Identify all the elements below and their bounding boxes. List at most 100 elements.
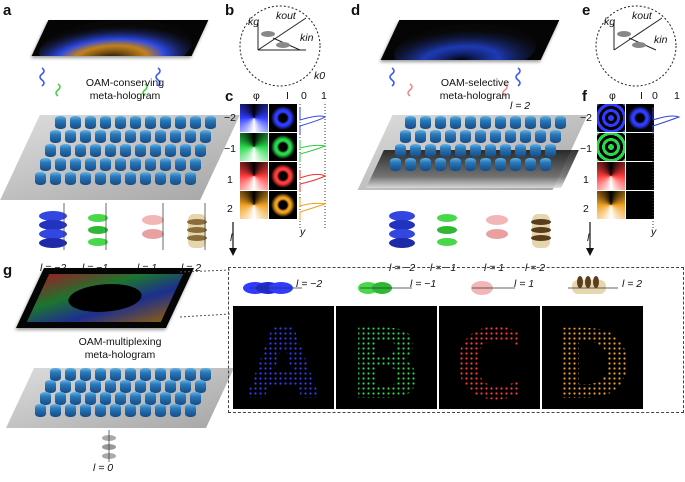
- intensity-map-cell: [269, 162, 297, 190]
- nanopillar: [160, 116, 171, 129]
- nanopillar: [90, 380, 101, 393]
- letter-image-1: A: [246, 309, 320, 409]
- nanopillar: [205, 116, 216, 129]
- nanopillar: [485, 144, 496, 157]
- nanopillar: [175, 116, 186, 129]
- nanopillar: [35, 172, 46, 185]
- nanopillar: [110, 130, 121, 143]
- row-label-f-1: −2: [580, 112, 592, 124]
- nanopillar: [525, 116, 536, 129]
- nanopillar: [155, 130, 166, 143]
- nanopillar: [35, 404, 46, 417]
- nanopillar: [125, 404, 136, 417]
- nanopillar: [535, 130, 546, 143]
- reconstructed-letter-tile-2: B: [336, 306, 437, 409]
- mode-label-g-3: l = 1: [514, 278, 535, 290]
- nanopillar: [510, 158, 521, 171]
- nanopillar: [400, 130, 411, 143]
- kspace-kg-e: kg: [604, 16, 616, 28]
- incident-beams-a: [39, 67, 161, 97]
- kspace-kout-b: kout: [276, 10, 296, 22]
- nanopillar: [525, 158, 536, 171]
- nanopillar: [455, 144, 466, 157]
- nanopillar: [60, 144, 71, 157]
- hologram-label-d: OAM-selective meta-hologram: [439, 77, 511, 102]
- nanopillar: [155, 172, 166, 185]
- helix-pink-icon: [486, 215, 508, 239]
- nanopillar: [390, 158, 401, 171]
- mode-label-d-3: l = 1: [484, 262, 505, 274]
- nanopillar: [115, 392, 126, 405]
- nanopillar: [130, 116, 141, 129]
- nanopillar: [50, 368, 61, 381]
- nanopillar: [430, 130, 441, 143]
- nanopillar: [185, 130, 196, 143]
- reconstructed-letter-tile-4: D: [542, 306, 643, 409]
- nanopillar: [435, 158, 446, 171]
- nanopillar: [120, 144, 131, 157]
- row-label-c-2: −1: [224, 143, 236, 155]
- row-label-f-3: 1: [583, 174, 589, 186]
- nanopillar: [65, 404, 76, 417]
- intensity-map-cell: [626, 191, 654, 219]
- helix-beige-icon: [531, 214, 551, 248]
- nanopillar: [85, 392, 96, 405]
- nanopillar: [160, 158, 171, 171]
- scale-zero-f: 0: [652, 90, 658, 102]
- row-label-c-3: 1: [227, 174, 233, 186]
- phase-map-cell: [597, 162, 625, 190]
- nanopillar: [505, 130, 516, 143]
- axis-y-f: y: [651, 226, 657, 238]
- row-label-f-2: −1: [580, 143, 592, 155]
- hologram-label-a: OAM-conserving meta-hologram: [85, 77, 165, 102]
- helix-blue-icon: [39, 211, 67, 248]
- nanopillar: [40, 392, 51, 405]
- hologram-pattern-a: [39, 20, 192, 76]
- kspace-diagram-b: [239, 5, 321, 87]
- incident-beams-d: [389, 67, 521, 97]
- letter-image-2: B: [349, 309, 422, 409]
- nanopillar: [165, 380, 176, 393]
- nanopillar: [145, 116, 156, 129]
- phase-map-cell: [240, 133, 268, 161]
- nanopillar: [140, 130, 151, 143]
- nanopillar: [125, 130, 136, 143]
- nanopillar: [170, 130, 181, 143]
- mode-label-g-zero: l = 0: [93, 462, 114, 474]
- panel-label-a: a: [3, 2, 12, 19]
- nanopillar: [50, 130, 61, 143]
- nanopillar: [155, 368, 166, 381]
- nanopillar: [75, 144, 86, 157]
- nanopillar: [140, 404, 151, 417]
- row-label-c-4: 2: [227, 203, 233, 215]
- nanopillar: [65, 368, 76, 381]
- oam-beams-d: [389, 211, 551, 248]
- nanopillar: [70, 158, 81, 171]
- scale-one-f: 1: [674, 90, 680, 102]
- nanopillar: [160, 392, 171, 405]
- nanopillar: [175, 158, 186, 171]
- intensity-map-cell: [626, 133, 654, 161]
- helix-gray-icon: [102, 430, 116, 462]
- mode-label-d-1: l = −2: [389, 262, 416, 274]
- nanopillar: [145, 158, 156, 171]
- nanopillar: [520, 130, 531, 143]
- mode-label-g-2: l = −1: [410, 278, 437, 290]
- nanopillar: [45, 144, 56, 157]
- nanopillar-array-d: [385, 116, 585, 186]
- nanopillar: [540, 158, 551, 171]
- nanopillar: [475, 130, 486, 143]
- nanopillar: [425, 144, 436, 157]
- scale-zero-c: 0: [301, 90, 307, 102]
- nanopillar-array-g: [30, 368, 230, 424]
- nanopillar: [500, 144, 511, 157]
- nanopillar: [150, 380, 161, 393]
- phase-map-cell: [240, 162, 268, 190]
- nanopillar: [145, 392, 156, 405]
- nanopillar: [135, 144, 146, 157]
- hologram-screen-g: [16, 268, 194, 328]
- nanopillar: [165, 144, 176, 157]
- mode-label-g-1: l = −2: [296, 278, 323, 290]
- nanopillar: [175, 392, 186, 405]
- row-label-f-4: 2: [583, 203, 589, 215]
